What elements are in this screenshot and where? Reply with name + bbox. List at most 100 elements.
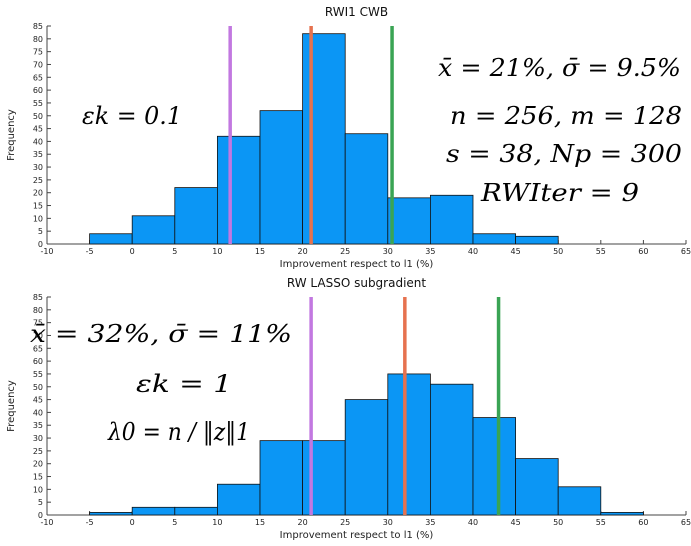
histogram-bar [429,194,474,245]
x-tick-label: 45 [511,247,521,256]
top-rwiter-annotation: RWIter = 9 [480,179,639,207]
y-tick-label: 70 [33,60,43,69]
x-tick-label: 65 [681,518,691,527]
y-tick-label: 15 [33,473,43,482]
y-tick-label: 5 [38,498,43,507]
y-tick-label: 0 [38,511,43,520]
histogram-bar [515,458,559,516]
histogram-bar [89,233,133,245]
y-tick-label: 60 [33,357,43,366]
bottom-histogram: 0 5 10 15 20 25 30 35 40 45 50 55 60 65 70 75 80 85 -10 -5 0… [6,276,691,541]
histogram-bar [557,486,602,516]
x-tick-label: 40 [468,247,478,256]
y-tick-label: 55 [33,99,43,108]
y-tick-label: 10 [33,214,43,223]
x-tick-label: 20 [298,518,308,527]
top-mean-annotation: x̄ = 21%, σ̄ = 9.5% [438,54,681,82]
x-tick-label: 20 [298,247,308,256]
y-tick-label: 85 [33,293,43,302]
x-tick-label: 60 [638,247,648,256]
histogram-bar [472,233,516,245]
histogram-bar [174,506,218,516]
top-n-m-annotation: n = 256, m = 128 [450,102,682,130]
x-tick-label: -10 [40,247,53,256]
chart-title: RW LASSO subgradient [287,276,427,290]
x-tick-label: 5 [172,518,177,527]
y-tick-label: 35 [33,150,43,159]
x-tick-label: 35 [425,518,435,527]
y-tick-label: 60 [33,86,43,95]
bottom-epsilon-annotation: εk = 1 [136,370,232,398]
y-tick-label: 80 [33,35,43,44]
bottom-annotations: x̄ = 32%, σ̄ = 11% εk = 1 λ0 = n / ‖z‖1 [30,320,292,447]
histogram-bar [89,512,133,516]
y-tick-label: 10 [33,485,43,494]
x-tick-label: 15 [255,518,265,527]
y-tick-label: 35 [33,421,43,430]
x-tick-label: 0 [130,247,135,256]
chart-title: RWI1 CWB [325,5,388,19]
y-tick-label: 65 [33,73,43,82]
histogram-bar [216,135,261,245]
y-axis-label: Frequency [6,380,17,432]
histogram-bar [302,33,346,245]
y-tick-label: 25 [33,447,43,456]
y-tick-label: 70 [33,331,43,340]
y-tick-label: 20 [33,460,43,469]
histogram-bar [131,506,176,516]
histogram-bar [259,440,303,516]
histogram-bar [302,440,346,516]
x-tick-label: 10 [212,518,222,527]
y-tick-label: 45 [33,125,43,134]
x-tick-label: 60 [638,518,648,527]
y-tick-label: 50 [33,383,43,392]
x-tick-label: -5 [86,247,94,256]
top-s-np-annotation: s = 38, Np = 300 [446,140,682,168]
y-tick-label: 85 [33,22,43,31]
y-tick-label: 55 [33,370,43,379]
y-tick-label: 40 [33,408,43,417]
y-tick-label: 20 [33,189,43,198]
x-tick-label: 30 [383,518,393,527]
histogram-bar [387,197,431,245]
y-tick-label: 40 [33,137,43,146]
y-tick-label: 45 [33,396,43,405]
x-tick-label: 50 [553,247,563,256]
bottom-lambda-annotation: λ0 = n / ‖z‖1 [107,418,250,447]
x-axis-label: Improvement respect to l1 (%) [280,530,434,541]
x-tick-label: 35 [425,247,435,256]
y-tick-label: 50 [33,112,43,121]
x-tick-label: 10 [212,247,222,256]
y-tick-label: 5 [38,227,43,236]
histogram-bar [600,512,644,516]
y-axis-label: Frequency [6,109,17,161]
x-tick-label: 45 [511,518,521,527]
top-annotations: x̄ = 21%, σ̄ = 9.5% εk = 0.1 n = 256, m … [82,54,682,207]
x-tick-label: 50 [553,518,563,527]
histogram-bar [344,399,389,516]
histogram-bar [216,483,261,516]
histogram-bar [344,133,389,245]
y-tick-label: 65 [33,344,43,353]
histogram-bar [131,215,176,245]
x-tick-label: 0 [130,518,135,527]
y-tick-label: 0 [38,240,43,249]
y-tick-label: 30 [33,163,43,172]
x-tick-label: 65 [681,247,691,256]
x-tick-label: -5 [86,518,94,527]
y-tick-label: 75 [33,48,43,57]
x-tick-label: 30 [383,247,393,256]
x-tick-label: 55 [596,247,606,256]
top-histogram: 0 5 10 15 20 25 30 35 40 45 50 55 60 65 70 75 80 85 -10 -5 0… [6,5,691,270]
histogram-bar [174,187,218,245]
histogram-bar [259,110,303,245]
y-tick-label: 15 [33,202,43,211]
histogram-bar [472,417,516,516]
y-tick-label: 80 [33,306,43,315]
y-tick-label: 75 [33,319,43,328]
histogram-bar [387,373,431,516]
histogram-bar [429,383,474,516]
y-tick-label: 30 [33,434,43,443]
x-tick-label: 5 [172,247,177,256]
